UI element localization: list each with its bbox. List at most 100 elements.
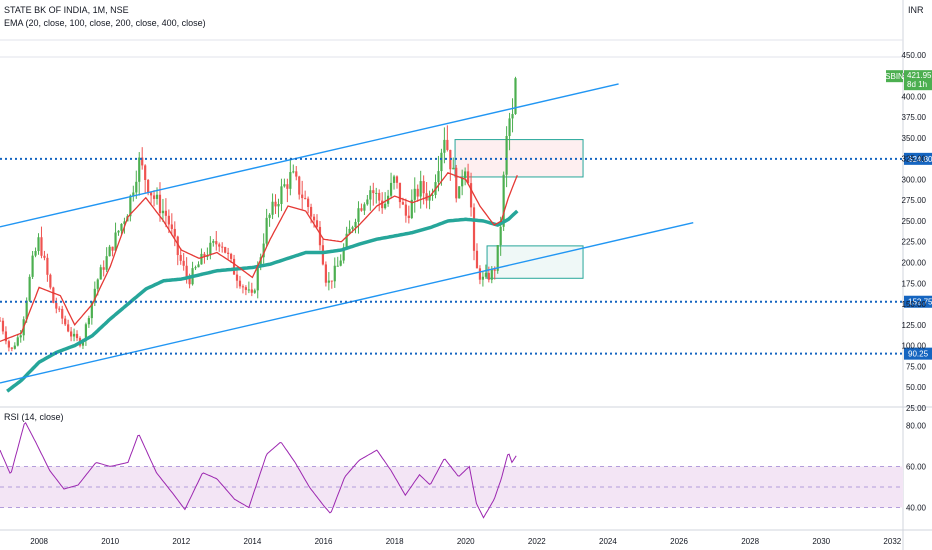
candle-body [419, 181, 422, 197]
price-axis-tick: 275.00 [902, 196, 927, 205]
candle-body [215, 241, 218, 245]
price-axis-tick: 325.00 [902, 155, 927, 164]
candle-body [218, 244, 221, 247]
candle-body [232, 258, 236, 275]
candle-body [280, 186, 283, 204]
candle-body [173, 228, 176, 237]
candle-body [464, 171, 467, 179]
candle-body [401, 202, 405, 205]
candle-body [34, 251, 37, 256]
candle-body [384, 203, 387, 209]
candle-body [224, 247, 227, 253]
candle-body [407, 215, 410, 219]
candle-body [13, 345, 16, 349]
candle-body [416, 188, 419, 197]
candle-body [502, 174, 505, 227]
candle-body [221, 246, 224, 248]
candle-body [111, 246, 114, 251]
ema-long-line [6, 209, 519, 393]
candle-body [431, 194, 434, 196]
candle-body [324, 264, 327, 283]
candle-body [158, 194, 162, 214]
candle-body [478, 268, 482, 280]
candle-body [262, 243, 265, 258]
candle-body [455, 167, 458, 199]
candle-body [466, 171, 470, 184]
candle-body [363, 204, 366, 211]
symbol-tag-label: SBIN [885, 72, 904, 81]
candle-body [490, 269, 493, 280]
zone-box [454, 139, 584, 178]
candle-body [75, 333, 79, 339]
candle-body [292, 171, 295, 173]
candle-body [64, 318, 67, 325]
candle-body [381, 200, 384, 209]
candle-body [67, 324, 70, 332]
candle-body [235, 274, 239, 281]
price-axis-tick: 300.00 [902, 175, 927, 184]
candle-body [304, 198, 307, 200]
candle-body [129, 195, 132, 217]
rsi-axis-tick: 40.00 [906, 504, 927, 513]
last-price-box [904, 70, 932, 91]
candle-body [152, 195, 156, 199]
price-axis-tick: 400.00 [902, 92, 927, 101]
candle-body [16, 337, 19, 346]
candle-body [90, 301, 93, 319]
candle-body [176, 236, 179, 256]
bar-countdown-label: 8d 1h [907, 80, 927, 89]
time-axis-tick: 2020 [457, 537, 475, 546]
candle-body [37, 237, 40, 252]
candle-body [318, 226, 322, 246]
candle-body [375, 192, 378, 194]
time-axis-tick: 2018 [386, 537, 404, 546]
candle-body [96, 279, 99, 289]
ema-20-line [0, 172, 518, 343]
candle-body [28, 276, 31, 301]
candle-body [277, 203, 280, 207]
candle-body [194, 267, 197, 269]
time-axis-tick: 2012 [172, 537, 190, 546]
candle-body [19, 335, 22, 338]
candle-body [7, 341, 10, 348]
level-label: 90.25 [908, 350, 929, 359]
candle-body [458, 186, 461, 199]
candle-body [309, 206, 313, 217]
candle-body [120, 223, 123, 231]
candle-body [360, 208, 363, 211]
candle-body [301, 194, 304, 199]
candle-body [108, 246, 111, 257]
candle-body [389, 182, 393, 196]
candle-body [46, 257, 49, 275]
price-axis-tick: 125.00 [902, 321, 927, 330]
candle-body [327, 280, 330, 283]
candle-body [61, 308, 64, 319]
candle-body [238, 280, 242, 287]
rsi-axis-tick: 60.00 [906, 463, 927, 472]
candle-body [286, 184, 289, 189]
candle-body [185, 265, 188, 278]
price-axis-tick: 75.00 [906, 362, 927, 371]
candle-body [410, 199, 413, 219]
candle-body [123, 221, 126, 224]
candle-body [84, 324, 88, 341]
candle-body [508, 118, 511, 137]
price-axis-tick: 350.00 [902, 134, 927, 143]
time-axis-tick: 2026 [670, 537, 688, 546]
candle-body [135, 181, 138, 193]
channel-lower-line [0, 221, 694, 384]
rsi-title: RSI (14, close) [4, 412, 64, 422]
rsi-line [0, 421, 517, 519]
candle-body [1, 320, 5, 332]
candle-body [93, 288, 96, 302]
candle-body [256, 267, 259, 291]
candle-body [339, 260, 342, 266]
candle-body [440, 152, 443, 172]
price-axis-tick: 100.00 [902, 342, 927, 351]
candle-body [87, 318, 90, 325]
candle-body [52, 287, 55, 303]
price-axis-tick: 225.00 [902, 238, 927, 247]
candle-body [25, 300, 28, 320]
candle-body [149, 192, 153, 196]
